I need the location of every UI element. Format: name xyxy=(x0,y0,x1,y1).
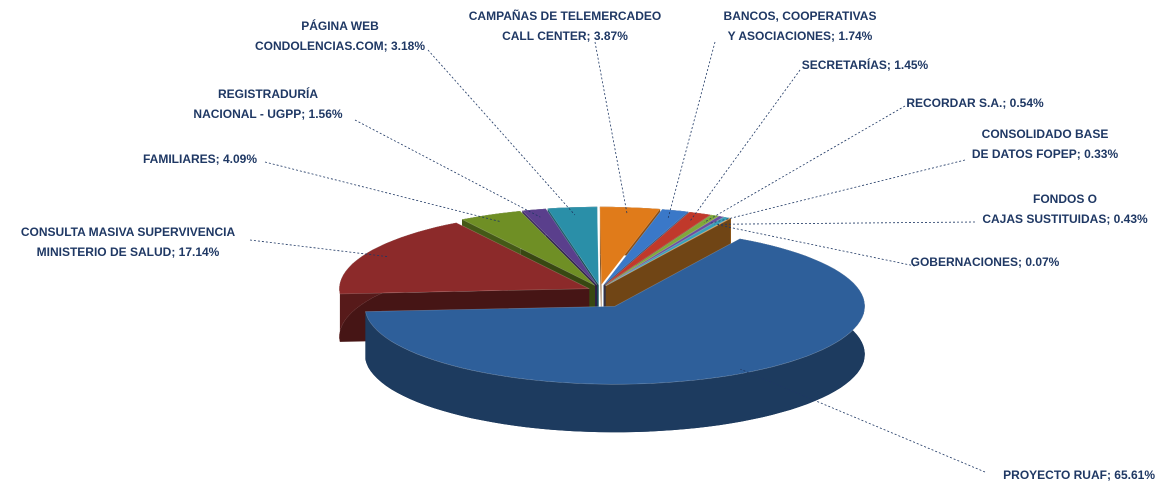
leader-line xyxy=(354,119,541,218)
slice xyxy=(521,208,598,286)
data-label: FONDOS O xyxy=(1033,192,1097,206)
data-label: PROYECTO RUAF; 65.61% xyxy=(1003,468,1155,482)
leader-line xyxy=(740,368,986,473)
data-label: PÁGINA WEB xyxy=(301,18,379,33)
slice xyxy=(605,216,731,286)
slice xyxy=(461,210,596,286)
data-label: RECORDAR S.A.; 0.54% xyxy=(906,96,1044,110)
data-label: Y ASOCIACIONES; 1.74% xyxy=(728,29,873,43)
leader-line xyxy=(717,224,916,267)
data-label: DE DATOS FOPEP; 0.33% xyxy=(972,147,1119,161)
data-label: CONSOLIDADO BASE xyxy=(982,127,1109,141)
slice xyxy=(605,215,725,286)
data-label: GOBERNACIONES; 0.07% xyxy=(911,255,1060,269)
slice xyxy=(603,208,690,286)
slice xyxy=(365,238,866,385)
data-label: CONDOLENCIAS.COM; 3.18% xyxy=(255,39,425,53)
leader-line xyxy=(427,49,576,216)
leader-line xyxy=(667,41,716,219)
leader-line xyxy=(264,161,501,223)
data-label: NACIONAL - UGPP; 1.56% xyxy=(193,107,342,121)
data-label: SECRETARÍAS; 1.45% xyxy=(802,57,929,72)
leader-line xyxy=(709,159,966,224)
slice xyxy=(338,222,590,295)
data-label: CAMPAÑAS DE TELEMERCADEO xyxy=(469,8,661,23)
leader-line xyxy=(703,105,906,223)
leader-line xyxy=(714,221,976,225)
data-label: MINISTERIO DE SALUD; 17.14% xyxy=(37,245,220,259)
data-label: FAMILIARES; 4.09% xyxy=(143,152,257,166)
slice xyxy=(599,206,661,286)
leader-line xyxy=(690,69,801,221)
data-label: CONSULTA MASIVA SUPERVIVENCIA xyxy=(21,225,236,239)
slice xyxy=(604,211,712,286)
leader-line xyxy=(594,41,628,216)
leader-line xyxy=(249,239,389,258)
slice xyxy=(605,214,720,286)
data-label: CALL CENTER; 3.87% xyxy=(502,29,628,43)
slice-rim xyxy=(365,238,865,433)
data-label: CAJAS SUSTITUIDAS; 0.43% xyxy=(982,212,1148,226)
data-label: REGISTRADURÍA xyxy=(218,86,318,101)
slice xyxy=(547,206,600,286)
data-label: BANCOS, COOPERATIVAS xyxy=(724,9,877,23)
